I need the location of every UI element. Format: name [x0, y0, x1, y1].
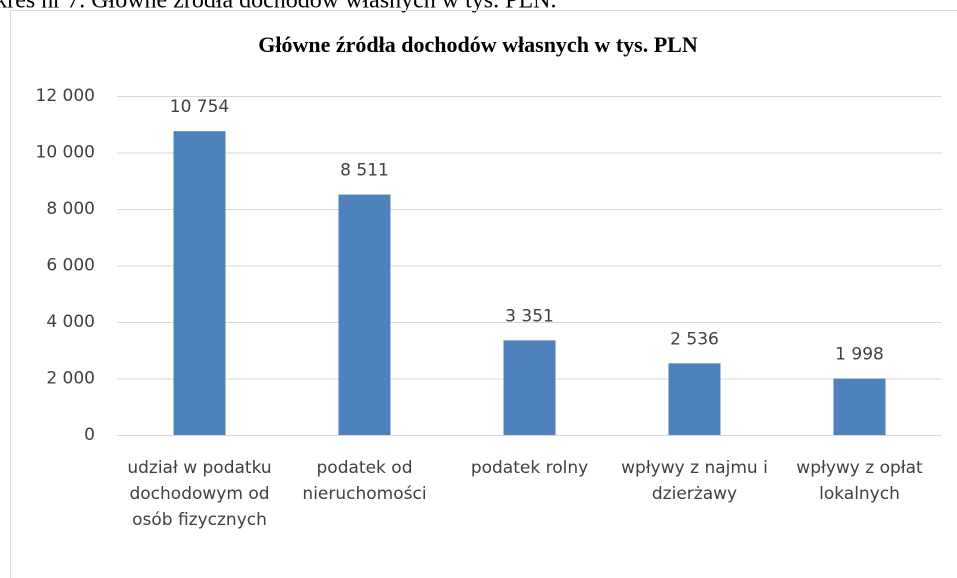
x-tick-label: wpływy z najmu i dzierżawy [621, 458, 768, 504]
caption: Wykres nr 7. Główne źródła dochodów włas… [0, 0, 556, 14]
bar [503, 340, 556, 435]
data-label: 3 351 [505, 306, 554, 326]
data-label: 1 998 [835, 345, 884, 365]
chart-border [10, 10, 957, 578]
y-tick-label: 10 000 [36, 143, 95, 163]
x-tick-label: wpływy z opłat lokalnych [796, 458, 923, 504]
data-label: 8 511 [340, 161, 389, 181]
x-tick-label: podatek od nieruchomości [302, 458, 427, 504]
bar [173, 131, 226, 435]
y-tick-label: 12 000 [36, 86, 95, 106]
bar [668, 363, 721, 435]
data-label: 2 536 [670, 329, 719, 349]
y-tick-label: 2 000 [46, 369, 95, 389]
y-tick-label: 0 [84, 425, 95, 445]
bar [833, 378, 886, 435]
data-label: 10 754 [170, 97, 229, 117]
y-tick-label: 6 000 [46, 256, 95, 276]
y-tick-label: 8 000 [46, 199, 95, 219]
y-tick-label: 4 000 [46, 312, 95, 332]
x-tick-label: podatek rolny [470, 458, 589, 478]
chart-title: Główne źródła dochodów własnych w tys. P… [258, 32, 698, 57]
x-tick-label: udział w podatku dochodowym od osób fizy… [127, 458, 272, 530]
bar [338, 194, 391, 435]
